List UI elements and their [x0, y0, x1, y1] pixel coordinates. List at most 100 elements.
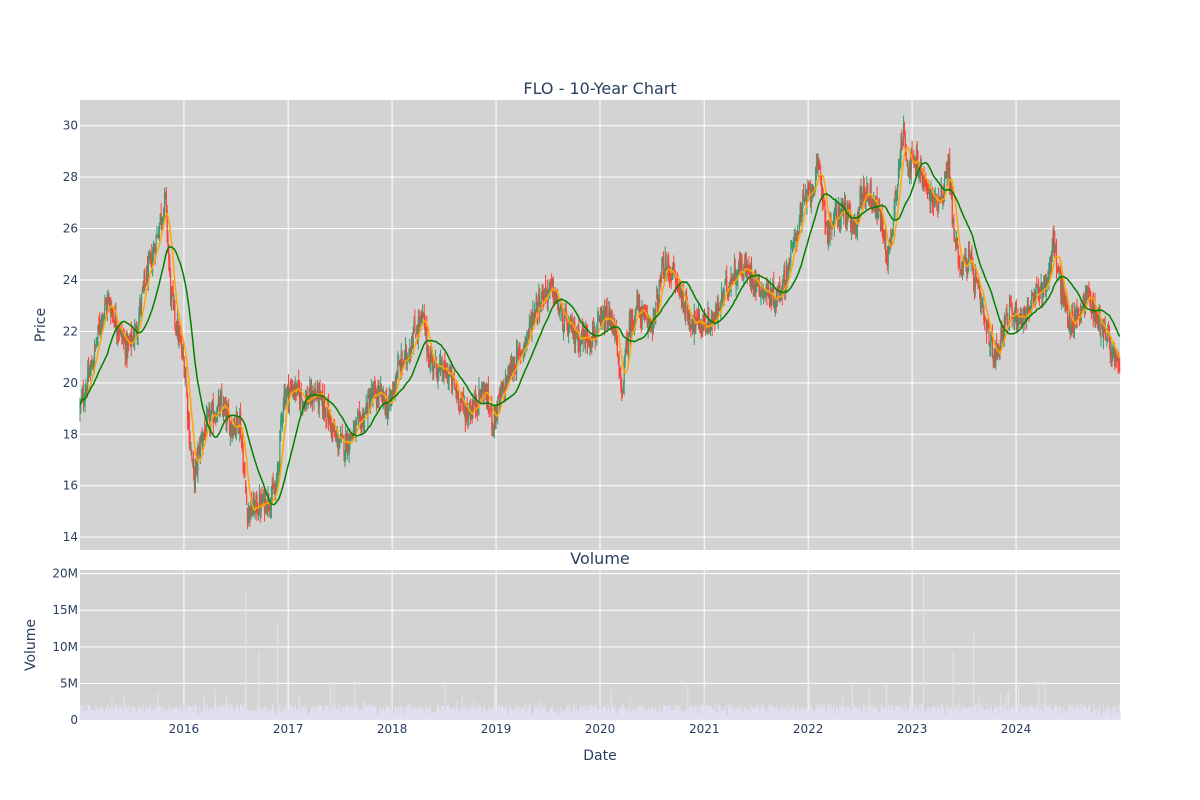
candle-body	[519, 347, 521, 351]
candle-body	[728, 282, 730, 290]
candle-body	[578, 328, 580, 346]
volume-bar	[623, 707, 626, 720]
candle-body	[1050, 262, 1052, 272]
candle-body	[718, 307, 720, 309]
candle-body	[917, 161, 919, 178]
candle-body	[748, 267, 750, 270]
candle-body	[490, 405, 492, 409]
candle-body	[163, 208, 165, 222]
candle-body	[946, 167, 948, 179]
candle-body	[433, 367, 435, 374]
volume-y-tick-label: 10M	[52, 640, 78, 654]
candle-body	[85, 387, 87, 395]
volume-bar	[1005, 697, 1007, 720]
candle-body	[583, 329, 585, 336]
volume-bar	[494, 685, 496, 720]
candle-body	[272, 481, 274, 489]
candle-body	[1045, 281, 1047, 292]
candle-body	[544, 288, 546, 299]
candle-body	[866, 186, 868, 197]
candle-body	[643, 310, 645, 315]
candle-body	[500, 390, 502, 396]
candle-body	[787, 263, 789, 276]
candle-body	[188, 417, 190, 445]
candle-body	[986, 322, 988, 330]
volume-bar	[702, 705, 704, 720]
candle-body	[539, 296, 541, 312]
candle-body	[785, 265, 788, 287]
candle-body	[393, 384, 395, 392]
candle-body	[134, 325, 137, 331]
volume-bar	[330, 682, 332, 720]
volume-bar	[353, 681, 356, 720]
candle-body	[819, 163, 821, 170]
candle-body	[464, 409, 466, 422]
candle-body	[316, 384, 319, 395]
candle-body	[1046, 279, 1048, 283]
candle-body	[996, 347, 999, 359]
candle-body	[920, 166, 922, 175]
x-tick-label: 2023	[897, 722, 928, 736]
candle-body	[591, 326, 594, 345]
candle-body	[1004, 318, 1006, 320]
candle-body	[975, 277, 977, 280]
volume-bar	[193, 704, 196, 720]
volume-bar	[126, 710, 128, 720]
candle-body	[898, 165, 900, 172]
candle-body	[965, 258, 967, 264]
candle-body	[453, 377, 455, 388]
candle-body	[759, 289, 761, 297]
candle-body	[1052, 233, 1054, 250]
candle-body	[732, 274, 735, 281]
moving-average-long-line	[79, 161, 1121, 506]
candle-body	[581, 328, 583, 339]
candle-body	[677, 281, 679, 285]
volume-bar	[81, 705, 83, 720]
candle-body	[187, 415, 190, 420]
volume-bar	[236, 706, 238, 720]
volume-bar	[767, 705, 769, 720]
candle-body	[185, 376, 187, 383]
candle-body	[546, 290, 548, 301]
candle-body	[1103, 324, 1105, 332]
candle-body	[530, 319, 532, 333]
candle-body	[1071, 314, 1073, 333]
candle-body	[1090, 291, 1092, 309]
candle-body	[279, 430, 281, 463]
candle-body	[1010, 303, 1012, 308]
volume-bar	[426, 704, 428, 720]
candle-body	[287, 384, 290, 404]
candle-body	[412, 333, 414, 351]
candle-body	[396, 375, 398, 378]
candle-body	[1033, 293, 1035, 301]
candle-body	[561, 307, 563, 313]
candle-body	[1068, 315, 1070, 332]
candle-body	[444, 363, 446, 369]
volume-bar	[529, 705, 532, 720]
candle-body	[602, 315, 604, 320]
candle-body	[761, 285, 763, 292]
candle-body	[579, 344, 581, 348]
candle-body	[492, 425, 495, 428]
candle-body	[410, 347, 412, 352]
candle-body	[1003, 317, 1005, 338]
candle-body	[457, 393, 460, 407]
candle-body	[1065, 303, 1067, 310]
candle-body	[560, 307, 562, 310]
volume-bar	[1018, 685, 1020, 720]
candle-body	[275, 489, 277, 491]
volume-bar	[749, 705, 751, 720]
volume-bar	[217, 705, 220, 720]
volume-bar	[261, 709, 263, 720]
volume-bar	[1029, 704, 1031, 720]
candle-body	[312, 400, 314, 402]
candle-body	[150, 252, 152, 259]
candle-body	[1104, 324, 1106, 336]
candle-body	[96, 339, 98, 342]
volume-bar	[459, 709, 461, 720]
candle-body	[1059, 269, 1061, 272]
x-tick-label: 2019	[481, 722, 512, 736]
candle-body	[167, 236, 169, 247]
candle-body	[867, 183, 869, 202]
candle-body	[113, 320, 115, 327]
